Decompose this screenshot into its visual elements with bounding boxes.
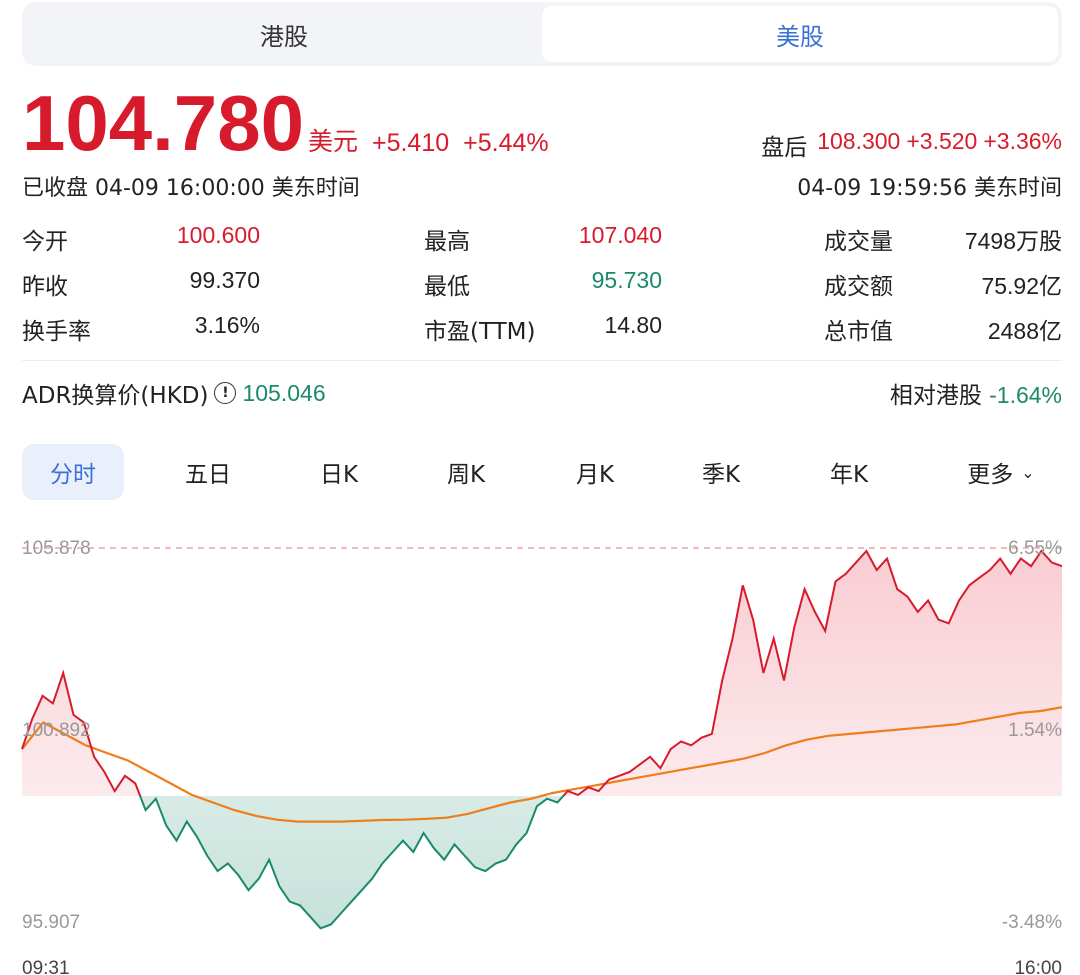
relative-hk-value: -1.64% bbox=[989, 382, 1062, 408]
stat-open: 今开 100.600 bbox=[22, 222, 260, 255]
x-start-label: 09:31 bbox=[22, 958, 70, 975]
tab-weekly-k[interactable]: 周K bbox=[446, 462, 486, 488]
more-label: 更多 bbox=[967, 462, 1014, 488]
stats-grid: 今开 100.600 昨收 99.370 换手率 3.16% 最高 107.04… bbox=[22, 222, 1062, 352]
pct-mid-label: 1.54% bbox=[1008, 720, 1062, 741]
stat-pe: 市盈(TTM) 14.80 bbox=[424, 312, 662, 345]
price-line-up bbox=[21, 549, 1063, 797]
stat-label: 最高 bbox=[424, 229, 470, 255]
stat-label: 成交额 bbox=[824, 274, 893, 300]
stat-value: 107.040 bbox=[578, 222, 662, 248]
relative-hk-row: 相对港股 -1.64% bbox=[890, 376, 1062, 410]
y-mid-label: 100.892 bbox=[22, 720, 91, 741]
stat-value: 95.730 bbox=[591, 267, 662, 293]
stat-turnover-rate: 换手率 3.16% bbox=[22, 312, 260, 345]
stat-value: 100.600 bbox=[176, 222, 260, 248]
after-hours-quote: 盘后 108.300 +3.520 +3.36% bbox=[761, 128, 1062, 162]
adr-label: ADR换算价(HKD) bbox=[22, 383, 209, 409]
stat-value: 7498万股 bbox=[964, 228, 1062, 254]
period-tabs: 分时 五日 日K 周K 月K 季K 年K 更多 ⌄ bbox=[22, 444, 1062, 502]
stat-amount: 成交额 75.92亿 bbox=[824, 267, 1062, 300]
stat-volume: 成交量 7498万股 bbox=[824, 222, 1062, 255]
stat-label: 昨收 bbox=[22, 274, 68, 300]
y-max-label: 105.878 bbox=[22, 538, 91, 559]
chevron-down-icon: ⌄ bbox=[1021, 462, 1035, 482]
stat-label: 换手率 bbox=[22, 319, 91, 345]
divider bbox=[22, 360, 1062, 361]
after-hours-label: 盘后 bbox=[761, 135, 808, 161]
tab-daily-k[interactable]: 日K bbox=[319, 462, 359, 488]
price-row: 104.780 美元 +5.410 +5.44% bbox=[22, 82, 549, 162]
stat-value: 14.80 bbox=[604, 312, 662, 338]
market-tabs: 港股 美股 bbox=[22, 2, 1062, 66]
stat-value: 75.92亿 bbox=[981, 273, 1062, 299]
price-change: +5.410 bbox=[371, 129, 450, 157]
after-hours-price: 108.300 bbox=[817, 128, 901, 154]
price-area-up bbox=[22, 551, 1062, 797]
after-hours-time: 04-09 19:59:56 美东时间 bbox=[797, 176, 1062, 201]
stat-label: 总市值 bbox=[824, 319, 893, 345]
x-end-label: 16:00 bbox=[1014, 958, 1062, 975]
chart-canvas bbox=[21, 547, 1063, 930]
adr-value: 105.046 bbox=[242, 379, 326, 406]
tab-five-day[interactable]: 五日 bbox=[185, 462, 231, 488]
tab-intraday[interactable]: 分时 bbox=[22, 444, 124, 500]
market-status-time: 已收盘 04-09 16:00:00 美东时间 bbox=[22, 176, 360, 201]
last-price: 104.780 bbox=[22, 79, 304, 167]
stat-value: 3.16% bbox=[194, 312, 260, 338]
stat-market-cap: 总市值 2488亿 bbox=[824, 312, 1062, 345]
stat-label: 成交量 bbox=[824, 229, 893, 255]
stat-label: 今开 bbox=[22, 229, 68, 255]
relative-hk-label: 相对港股 bbox=[889, 383, 982, 409]
tab-more[interactable]: 更多 ⌄ bbox=[940, 444, 1062, 500]
stat-value: 2488亿 bbox=[987, 318, 1062, 344]
adr-price-row: ADR换算价(HKD) ! 105.046 bbox=[22, 376, 326, 410]
tab-hk-stocks[interactable]: 港股 bbox=[260, 22, 308, 51]
tab-quarterly-k[interactable]: 季K bbox=[701, 462, 741, 488]
price-area-down bbox=[140, 796, 564, 929]
tab-us-stocks[interactable]: 美股 bbox=[542, 6, 1058, 62]
currency-label: 美元 bbox=[307, 127, 358, 156]
pct-min-label: -3.48% bbox=[1001, 912, 1062, 933]
avg-price-line bbox=[21, 706, 1063, 823]
info-icon[interactable]: ! bbox=[214, 382, 237, 404]
stat-label: 最低 bbox=[424, 274, 470, 300]
stat-low: 最低 95.730 bbox=[424, 267, 662, 300]
price-change-pct: +5.44% bbox=[463, 129, 549, 157]
pct-max-label: 6.55% bbox=[1008, 538, 1062, 559]
after-hours-change-pct: +3.36% bbox=[983, 128, 1062, 154]
stat-label: 市盈(TTM) bbox=[424, 319, 536, 345]
price-line-down bbox=[139, 796, 579, 930]
after-hours-change: +3.520 bbox=[906, 128, 978, 154]
stat-value: 99.370 bbox=[189, 267, 260, 293]
stat-prev-close: 昨收 99.370 bbox=[22, 267, 260, 300]
tab-monthly-k[interactable]: 月K bbox=[575, 462, 615, 488]
stat-high: 最高 107.040 bbox=[424, 222, 662, 255]
y-min-label: 95.907 bbox=[22, 912, 81, 933]
tab-yearly-k[interactable]: 年K bbox=[829, 462, 869, 488]
intraday-chart[interactable]: 105.878 100.892 95.907 6.55% 1.54% -3.48… bbox=[0, 520, 1080, 975]
